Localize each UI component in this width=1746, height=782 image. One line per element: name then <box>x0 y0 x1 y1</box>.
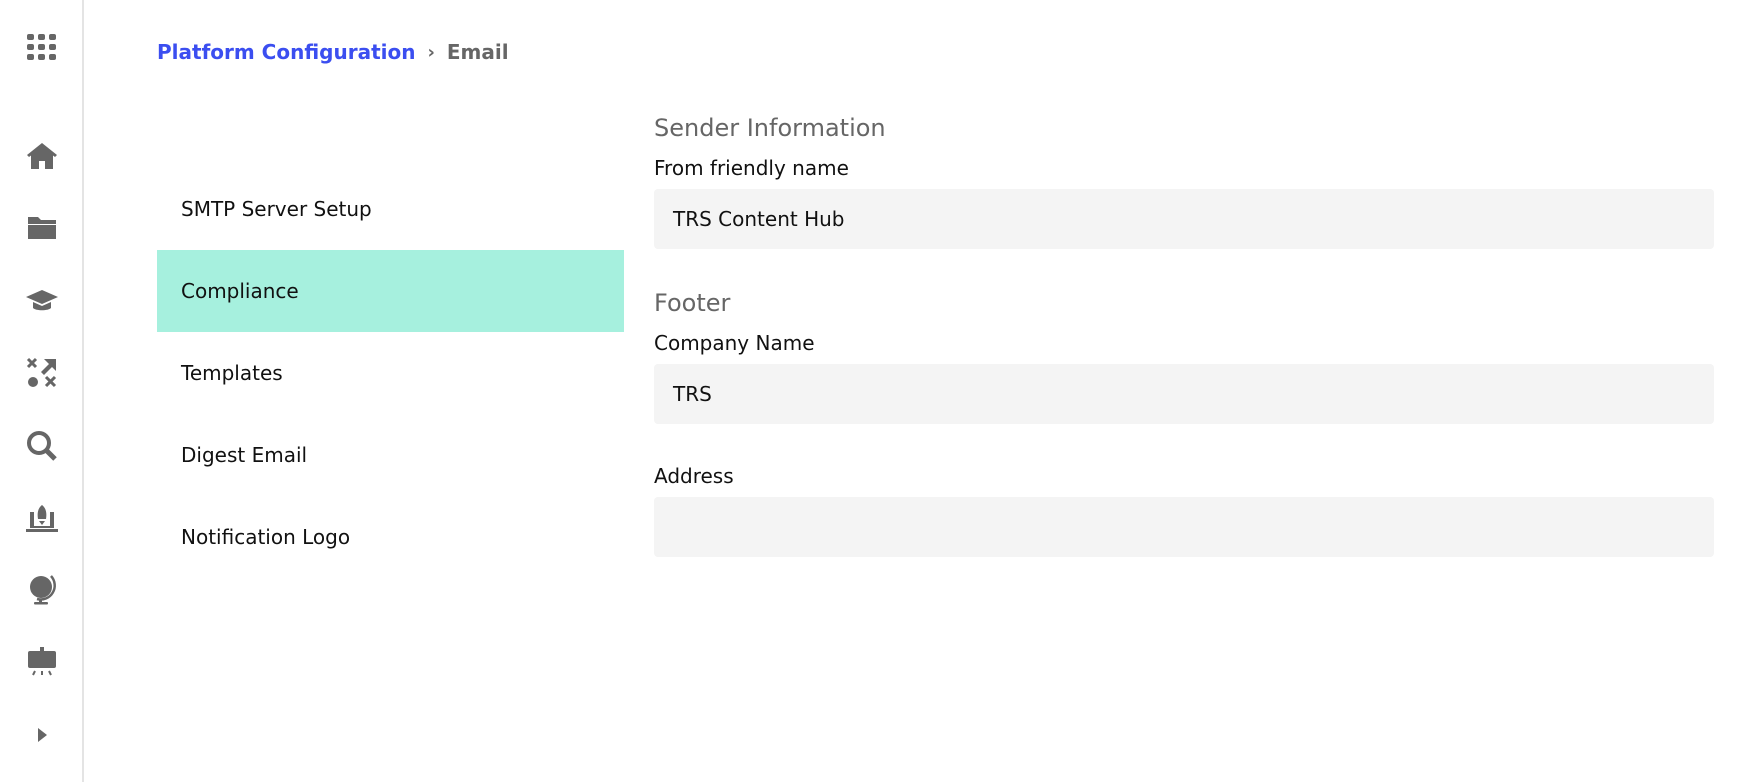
footer-heading: Footer <box>654 289 731 317</box>
graduation-cap-icon[interactable] <box>26 285 58 317</box>
strategy-icon[interactable] <box>26 357 58 389</box>
company-name-input[interactable]: TRS <box>654 364 1714 424</box>
search-icon[interactable] <box>26 430 58 462</box>
sender-information-heading: Sender Information <box>654 114 886 142</box>
company-name-label: Company Name <box>654 331 815 355</box>
apps-grid-icon[interactable] <box>26 31 58 63</box>
breadcrumb-separator: › <box>427 41 435 63</box>
nav-item-smtp-server-setup[interactable]: SMTP Server Setup <box>181 197 372 221</box>
compliance-form: Sender Information From friendly name TR… <box>654 114 1714 557</box>
breadcrumb: Platform Configuration › Email <box>157 40 509 64</box>
sidebar <box>0 0 84 782</box>
nav-item-notification-logo[interactable]: Notification Logo <box>181 525 351 549</box>
address-label: Address <box>654 464 734 488</box>
rocket-laptop-icon[interactable] <box>26 502 58 534</box>
from-name-input[interactable]: TRS Content Hub <box>654 189 1714 249</box>
nav-item-compliance[interactable]: Compliance <box>157 250 624 332</box>
breadcrumb-current: Email <box>446 40 509 64</box>
nav-item-templates[interactable]: Templates <box>181 361 283 385</box>
home-icon[interactable] <box>26 140 58 172</box>
nav-item-digest-email[interactable]: Digest Email <box>181 443 308 467</box>
address-input[interactable] <box>654 497 1714 557</box>
email-settings-nav: SMTP Server Setup Compliance Templates D… <box>157 168 624 578</box>
presentation-board-icon[interactable] <box>26 646 58 678</box>
breadcrumb-platform-configuration[interactable]: Platform Configuration <box>157 40 416 64</box>
folder-icon[interactable] <box>26 212 58 244</box>
globe-icon[interactable] <box>26 573 58 605</box>
expand-arrow-icon[interactable] <box>26 719 58 751</box>
from-name-label: From friendly name <box>654 156 849 180</box>
